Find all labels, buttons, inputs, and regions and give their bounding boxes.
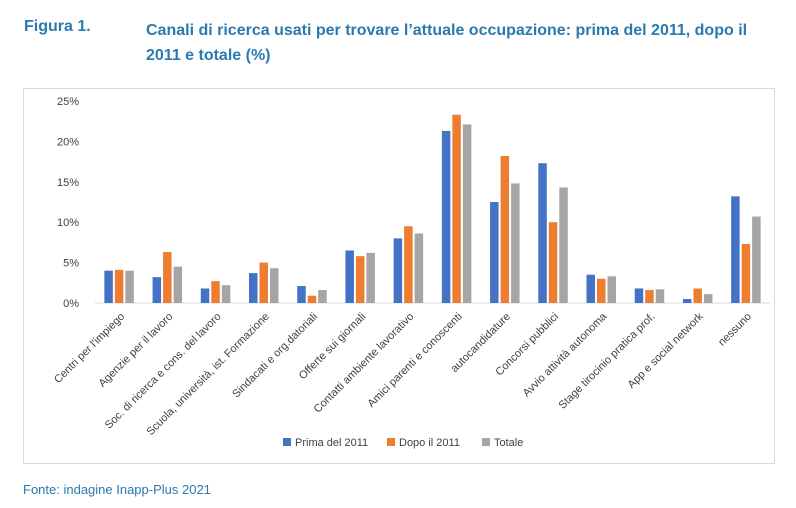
bar xyxy=(693,288,702,303)
chart-title: Canali di ricerca usati per trovare l’at… xyxy=(146,22,748,64)
legend-swatch xyxy=(283,438,291,446)
bar xyxy=(559,187,568,303)
bar xyxy=(511,183,520,303)
bar xyxy=(462,124,472,303)
bar xyxy=(655,289,665,303)
y-tick-label: 10% xyxy=(57,217,79,229)
bar xyxy=(345,250,354,303)
bar xyxy=(404,226,413,303)
x-tick-label: Avvio attività autonoma xyxy=(521,310,610,399)
bar xyxy=(645,290,654,303)
bar xyxy=(318,290,327,303)
figure-label: Figura 1. xyxy=(24,18,91,35)
bar xyxy=(221,285,231,303)
y-tick-label: 5% xyxy=(63,258,79,270)
bar xyxy=(114,269,124,303)
legend-label: Totale xyxy=(494,437,523,449)
bar xyxy=(307,295,317,303)
bar xyxy=(249,273,258,303)
legend-swatch xyxy=(387,438,395,446)
y-tick-label: 0% xyxy=(63,298,79,310)
source-note: Fonte: indagine Inapp-Plus 2021 xyxy=(23,482,211,497)
legend-swatch xyxy=(482,438,490,446)
bar xyxy=(259,262,268,303)
bar xyxy=(634,288,644,303)
bar xyxy=(393,238,403,303)
bar xyxy=(104,270,113,303)
bar xyxy=(441,130,451,303)
bar xyxy=(500,155,510,303)
y-tick-label: 15% xyxy=(57,177,79,189)
bar xyxy=(355,256,365,303)
bar xyxy=(200,288,210,303)
x-tick-label: Contatti ambiente lavorativo xyxy=(312,311,417,416)
bar xyxy=(414,233,424,303)
x-tick-label: Stage tirocinio pratica prof. xyxy=(557,311,658,412)
bar xyxy=(548,222,558,303)
bar xyxy=(211,281,220,303)
bar xyxy=(125,270,134,303)
bar xyxy=(270,268,279,303)
bar xyxy=(597,278,606,303)
bar xyxy=(586,274,595,303)
bar xyxy=(152,277,162,303)
y-tick-label: 25% xyxy=(57,96,79,108)
x-tick-label: Sindacati e org.datoriali xyxy=(230,311,320,401)
bar xyxy=(163,252,172,303)
bar-chart: 0%5%10%15%20%25%Centri per l'impiegoAgen… xyxy=(52,96,770,449)
bar xyxy=(173,266,183,303)
x-tick-label: nessuno xyxy=(716,311,754,349)
legend-label: Prima del 2011 xyxy=(295,437,368,449)
y-tick-label: 20% xyxy=(57,136,79,148)
bar xyxy=(731,196,740,303)
chart-frame xyxy=(23,88,775,464)
bar xyxy=(538,163,547,303)
bar xyxy=(366,252,375,303)
x-tick-label: Amici parenti e conoscenti xyxy=(365,311,464,410)
bar xyxy=(297,286,306,303)
bar xyxy=(452,114,461,304)
bar xyxy=(607,276,616,303)
bar xyxy=(752,216,761,303)
bar xyxy=(741,244,751,303)
bar xyxy=(703,294,713,303)
legend-label: Dopo il 2011 xyxy=(399,437,460,449)
bar xyxy=(490,202,499,303)
bar xyxy=(682,298,692,303)
